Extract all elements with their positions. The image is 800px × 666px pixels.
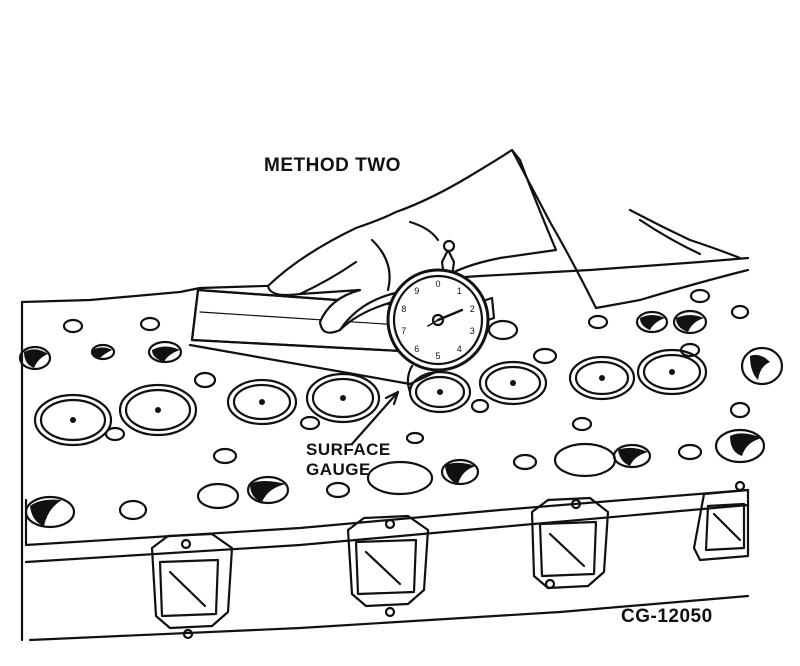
dial-number: 0 [435,279,440,289]
method-label: METHOD TWO [264,155,401,176]
hand [266,148,558,334]
dial-numbers: 0 12 34 5 67 89 [401,279,474,361]
dial-number: 8 [401,304,406,314]
valve-centers [70,369,675,423]
surface-gauge-label: SURFACE GAUGE [306,440,391,480]
hole-shading [24,315,770,526]
dial-number: 3 [470,326,475,336]
valve-seats [33,346,784,447]
dial-indicator [386,239,496,394]
dial-number: 7 [401,326,406,336]
port-flanges [150,480,750,640]
dial-number: 5 [435,351,440,361]
gauge-pointer-arrow [350,390,400,446]
dial-number: 6 [414,344,419,354]
surface-gauge-label-line1: SURFACE [306,440,391,459]
dial-number: 4 [457,344,462,354]
bolt-holes [18,288,766,529]
head-bottom-edge [28,594,750,642]
gauge-pointer-arrowhead [384,390,400,406]
dial-number: 9 [414,286,419,296]
sleeve [510,148,750,310]
figure-code-label: CG-12050 [621,606,713,627]
dial-number: 1 [457,286,462,296]
head-front-edge-lower [24,503,750,564]
surface-gauge-label-line2: GAUGE [306,460,371,479]
dial-number: 2 [470,304,475,314]
